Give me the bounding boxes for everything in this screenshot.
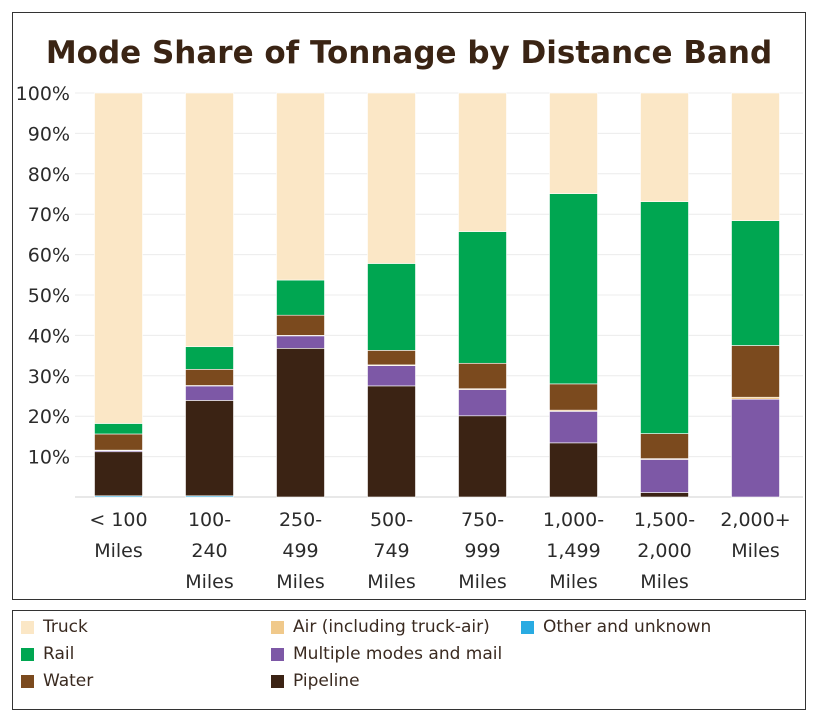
bar-segment (549, 442, 598, 498)
legend-swatch (21, 674, 34, 688)
y-tick-label: 100% (16, 83, 70, 105)
legend-item-truck: Truck (21, 616, 88, 638)
bar-segment (549, 92, 598, 194)
bar-segment (731, 92, 780, 221)
x-tick-label: 2,000 (637, 540, 691, 562)
bar-segment (94, 92, 143, 424)
legend: Truck Air (including truck-air) Other an… (12, 610, 806, 710)
x-tick-label: 500- (370, 509, 413, 531)
bar-segment (549, 411, 598, 444)
bar-segment (458, 362, 507, 390)
legend-label: Water (43, 671, 94, 691)
bar-segment (185, 346, 234, 370)
bar-segment (94, 451, 143, 497)
legend-item-rail: Rail (21, 643, 74, 665)
chart-plot: 10% 20% 30% 40% 50% 60% 70% 80% 90% 100% < 100 Mile… (16, 83, 803, 593)
bar-segment (458, 389, 507, 417)
x-tick-label: Miles (640, 571, 689, 593)
chart-title: Mode Share of Tonnage by Distance Band (45, 35, 773, 71)
bar-segment (731, 345, 780, 398)
bar-segment (731, 398, 780, 498)
bar-segment (276, 335, 325, 349)
legend-swatch (271, 647, 284, 661)
legend-label: Pipeline (293, 671, 360, 691)
bar-segment (640, 92, 689, 202)
legend-label: Truck (43, 617, 88, 637)
legend-swatch (271, 620, 284, 634)
x-tick-label: Miles (367, 571, 416, 593)
bar-segment (94, 433, 143, 451)
bar-segment (640, 459, 689, 493)
bar-segment (731, 396, 780, 400)
bar-segment (276, 92, 325, 281)
bar-segment (458, 92, 507, 232)
bar-segment (276, 348, 325, 498)
x-tick-label: 499 (282, 540, 318, 562)
chart-frame: Mode Share of Tonnage by Distance Band 1… (12, 12, 806, 600)
bar-segment (185, 385, 234, 401)
legend-swatch (21, 647, 34, 661)
legend-label: Other and unknown (543, 617, 712, 637)
x-tick-label: < 100 (89, 509, 147, 531)
x-tick-label: 749 (373, 540, 409, 562)
x-tick-label: 1,000- (543, 509, 604, 531)
legend-swatch (21, 620, 34, 634)
x-tick-label: Miles (94, 540, 143, 562)
bar-segment (94, 423, 143, 435)
bar-segment (185, 92, 234, 348)
y-tick-label: 80% (28, 164, 70, 186)
bar-segment (276, 279, 325, 316)
legend-item-air: Air (including truck-air) (271, 616, 490, 638)
legend-label: Air (including truck-air) (293, 617, 490, 637)
legend-swatch (271, 674, 284, 688)
x-tick-label: Miles (276, 571, 325, 593)
legend-item-water: Water (21, 670, 93, 692)
bar-segment (458, 231, 507, 364)
bar-segment (549, 383, 598, 411)
y-tick-label: 10% (28, 447, 70, 469)
x-tick-label: 750- (461, 509, 504, 531)
bar-segment (458, 415, 507, 498)
bar-segment (549, 193, 598, 385)
x-tick-label: 1,499 (546, 540, 600, 562)
legend-item-pipeline: Pipeline (271, 670, 360, 692)
y-tick-label: 60% (28, 245, 70, 267)
x-tick-label: 240 (191, 540, 227, 562)
legend-item-other: Other and unknown (521, 616, 711, 638)
x-tick-label: 1,500- (634, 509, 695, 531)
y-tick-label: 90% (28, 123, 70, 145)
y-tick-label: 30% (28, 366, 70, 388)
bar-segment (367, 92, 416, 264)
y-tick-label: 70% (28, 204, 70, 226)
x-tick-label: 100- (188, 509, 231, 531)
y-tick-label: 20% (28, 406, 70, 428)
x-tick-label: Miles (549, 571, 598, 593)
x-tick-label: Miles (731, 540, 780, 562)
x-tick-label: Miles (458, 571, 507, 593)
bar-segment (640, 492, 689, 498)
bar-segment (367, 365, 416, 387)
bar-segment (185, 369, 234, 386)
x-tick-label: 999 (464, 540, 500, 562)
bar-segment (276, 314, 325, 336)
bar-segment (185, 400, 234, 497)
y-tick-label: 50% (28, 285, 70, 307)
legend-label: Rail (43, 644, 75, 664)
bar-segment (367, 385, 416, 498)
y-tick-label: 40% (28, 325, 70, 347)
legend-label: Multiple modes and mail (293, 644, 503, 664)
x-tick-label: 250- (279, 509, 322, 531)
bar-segment (367, 350, 416, 366)
legend-item-multiple-modes: Multiple modes and mail (271, 643, 502, 665)
x-tick-label: Miles (185, 571, 234, 593)
bar-segment (731, 220, 780, 346)
bar-segment (367, 263, 416, 351)
legend-swatch (521, 620, 534, 634)
x-tick-label: 2,000+ (720, 509, 790, 531)
bar-segment (640, 433, 689, 459)
bar-segment (640, 201, 689, 434)
